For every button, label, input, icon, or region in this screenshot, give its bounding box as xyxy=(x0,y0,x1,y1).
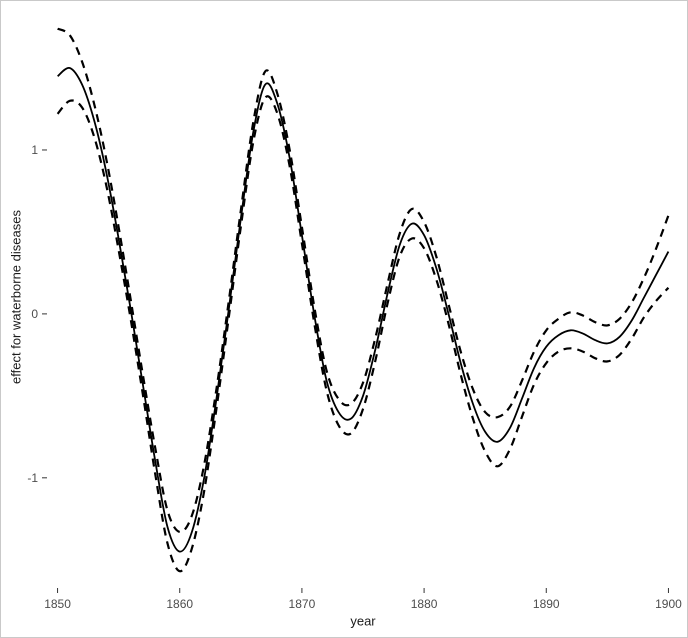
x-tick-label: 1850 xyxy=(44,597,71,611)
y-tick-label: -1 xyxy=(27,471,38,485)
x-tick-label: 1870 xyxy=(289,597,316,611)
lower-ci-line xyxy=(56,95,670,573)
upper-ci-line xyxy=(57,27,670,534)
x-tick-label: 1900 xyxy=(655,597,682,611)
estimate-line xyxy=(57,66,670,553)
x-tick-label: 1860 xyxy=(166,597,193,611)
y-tick-label: 0 xyxy=(31,307,38,321)
y-tick-label: 1 xyxy=(31,143,38,157)
x-tick-label: 1890 xyxy=(533,597,560,611)
x-tick-label: 1880 xyxy=(411,597,438,611)
x-axis-title: year xyxy=(350,613,376,629)
y-axis-title: effect for waterborne diseases xyxy=(8,210,24,384)
